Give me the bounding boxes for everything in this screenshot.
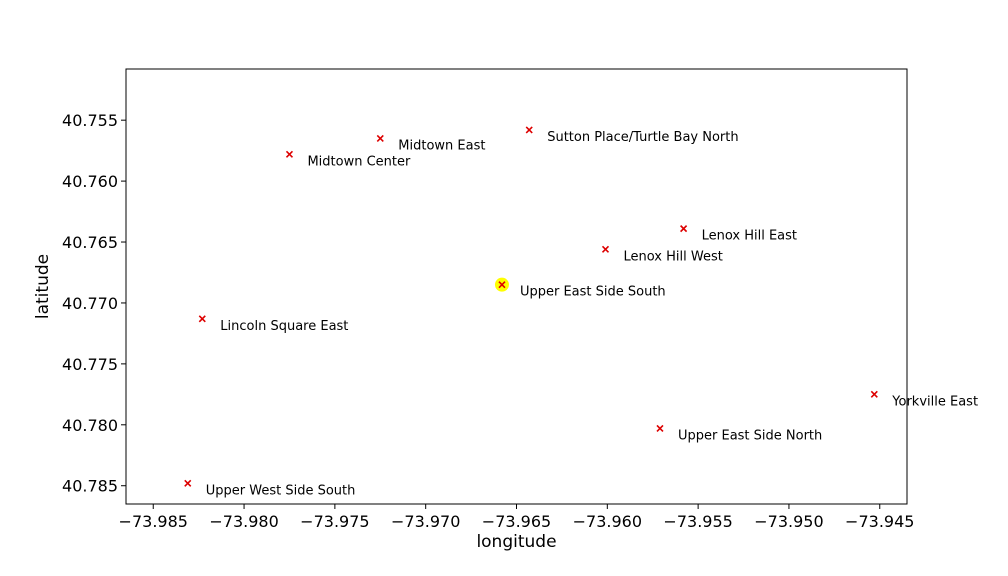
- point-label: Sutton Place/Turtle Bay North: [547, 130, 738, 145]
- plot-marks: Midtown East Sutton Place/Turtle Bay Nort…: [184, 126, 978, 498]
- data-point: Upper East Side South: [494, 277, 666, 300]
- x-axis-ticks: −73.985 −73.980 −73.975 −73.970 −73.965 −73.9…: [119, 504, 914, 531]
- point-label: Lincoln Square East: [220, 319, 348, 334]
- y-tick-label: 40.770: [62, 294, 118, 313]
- x-tick-label: −73.985: [119, 512, 188, 531]
- x-marker: [656, 424, 664, 433]
- x-marker: [870, 390, 878, 398]
- y-tick-label: 40.760: [62, 172, 118, 191]
- x-marker: [376, 134, 384, 143]
- point-label: Lenox Hill East: [702, 229, 797, 244]
- data-point: Midtown Center: [285, 150, 411, 169]
- data-point: Lenox Hill West: [601, 245, 723, 264]
- data-point: Yorkville East: [870, 390, 978, 409]
- y-axis-label: latitude: [33, 254, 53, 319]
- point-label: Upper East Side North: [678, 428, 822, 443]
- point-label: Yorkville East: [891, 394, 978, 409]
- x-tick-label: −73.980: [209, 512, 278, 531]
- data-point: Lincoln Square East: [198, 315, 348, 334]
- x-tick-label: −73.945: [845, 512, 914, 531]
- y-tick-label: 40.755: [62, 111, 118, 130]
- x-marker: [184, 479, 192, 487]
- y-tick-label: 40.785: [62, 477, 118, 496]
- x-marker: [601, 245, 610, 253]
- x-marker: [285, 150, 294, 158]
- x-tick-label: −73.970: [391, 512, 460, 531]
- data-point: Sutton Place/Turtle Bay North: [525, 126, 739, 145]
- y-tick-label: 40.765: [62, 233, 118, 252]
- x-tick-label: −73.965: [482, 512, 551, 531]
- point-label: Upper East Side South: [520, 285, 666, 300]
- data-point: Upper West Side South: [184, 479, 356, 498]
- x-tick-label: −73.975: [300, 512, 369, 531]
- point-label: Lenox Hill West: [623, 249, 722, 264]
- x-tick-label: −73.960: [573, 512, 642, 531]
- x-marker: [498, 281, 506, 289]
- data-point: Upper East Side North: [656, 424, 822, 443]
- y-tick-label: 40.775: [62, 355, 118, 374]
- x-tick-label: −73.955: [663, 512, 732, 531]
- x-marker: [525, 126, 533, 134]
- point-label: Upper West Side South: [206, 483, 356, 498]
- x-marker: [680, 225, 688, 233]
- x-tick-label: −73.950: [754, 512, 823, 531]
- y-tick-label: 40.780: [62, 416, 118, 435]
- x-axis-label: longitude: [476, 532, 556, 552]
- point-label: Midtown East: [398, 138, 485, 153]
- data-point: Lenox Hill East: [680, 225, 797, 244]
- x-marker: [198, 315, 206, 323]
- point-label: Midtown Center: [307, 154, 411, 169]
- data-point: Midtown East: [376, 134, 485, 153]
- y-axis-ticks: 40.755 40.760 40.765 40.770 40.775 40.780 40.7…: [62, 111, 126, 496]
